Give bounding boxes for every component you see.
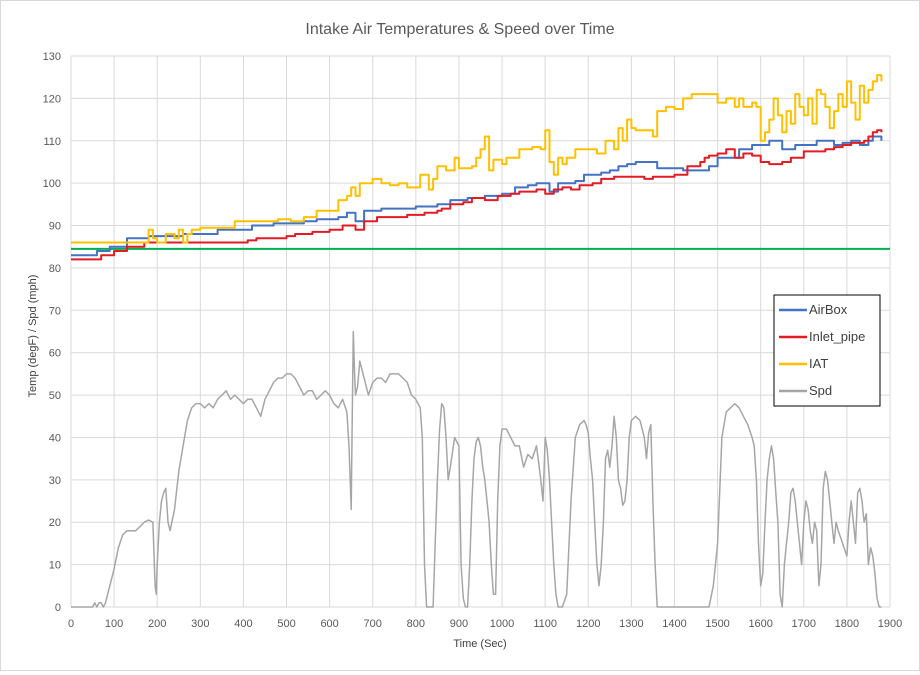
- series-line-spd: [71, 330, 882, 608]
- x-tick-label: 1600: [748, 618, 772, 630]
- x-tick-label: 1900: [878, 618, 902, 630]
- x-tick-label: 1500: [705, 618, 729, 630]
- y-tick-label: 80: [49, 263, 61, 275]
- x-tick-label: 700: [364, 618, 382, 630]
- x-tick-label: 1000: [490, 618, 514, 630]
- x-tick-label: 300: [191, 618, 209, 630]
- y-tick-label: 10: [49, 560, 61, 572]
- x-axis-ticks: 0 100 200 300 400 500 600 700 800 900 1000 1100 1200…: [68, 618, 902, 630]
- legend-box: [773, 294, 881, 407]
- y-tick-label: 130: [43, 51, 61, 63]
- x-tick-label: 900: [450, 618, 468, 630]
- x-tick-label: 1800: [835, 618, 859, 630]
- chart-title: Intake Air Temperatures & Speed over Tim…: [305, 21, 614, 38]
- x-tick-label: 1100: [533, 618, 557, 630]
- y-tick-label: 70: [49, 305, 61, 317]
- x-tick-label: 600: [320, 618, 338, 630]
- legend-label: Inlet_pipe: [809, 329, 865, 344]
- legend-label: IAT: [809, 356, 828, 371]
- x-tick-label: 200: [148, 618, 166, 630]
- y-tick-label: 110: [43, 136, 61, 148]
- y-tick-label: 30: [49, 475, 61, 487]
- y-axis-ticks: 0 10 20 30 40 50 60 70 80 90 100 110 120 130: [43, 51, 61, 614]
- x-axis-label: Time (Sec): [453, 638, 506, 650]
- legend-label: AirBox: [809, 302, 848, 317]
- x-tick-label: 1400: [662, 618, 686, 630]
- y-tick-label: 120: [43, 93, 61, 105]
- x-tick-label: 0: [68, 618, 74, 630]
- x-tick-label: 800: [407, 618, 425, 630]
- x-tick-label: 500: [277, 618, 295, 630]
- y-tick-label: 40: [49, 432, 61, 444]
- series-line-inlet-pipe: [71, 129, 883, 261]
- x-tick-label: 1700: [792, 618, 816, 630]
- x-tick-label: 1300: [619, 618, 643, 630]
- y-tick-label: 90: [49, 221, 61, 233]
- plot-series: [71, 74, 890, 608]
- series-line-airbox: [71, 135, 883, 257]
- x-tick-label: 100: [105, 618, 123, 630]
- series-line-iat: [71, 74, 883, 244]
- legend: AirBox Inlet_pipe IAT Spd: [773, 294, 881, 407]
- gridlines: [70, 55, 891, 608]
- y-axis-label: Temp (degF) / Spd (mph): [27, 275, 39, 398]
- y-tick-label: 100: [43, 178, 61, 190]
- y-tick-label: 60: [49, 348, 61, 360]
- y-tick-label: 0: [55, 602, 61, 614]
- legend-label: Spd: [809, 383, 832, 398]
- x-tick-label: 1200: [576, 618, 600, 630]
- x-tick-label: 400: [234, 618, 252, 630]
- y-tick-label: 20: [49, 517, 61, 529]
- y-tick-label: 50: [49, 390, 61, 402]
